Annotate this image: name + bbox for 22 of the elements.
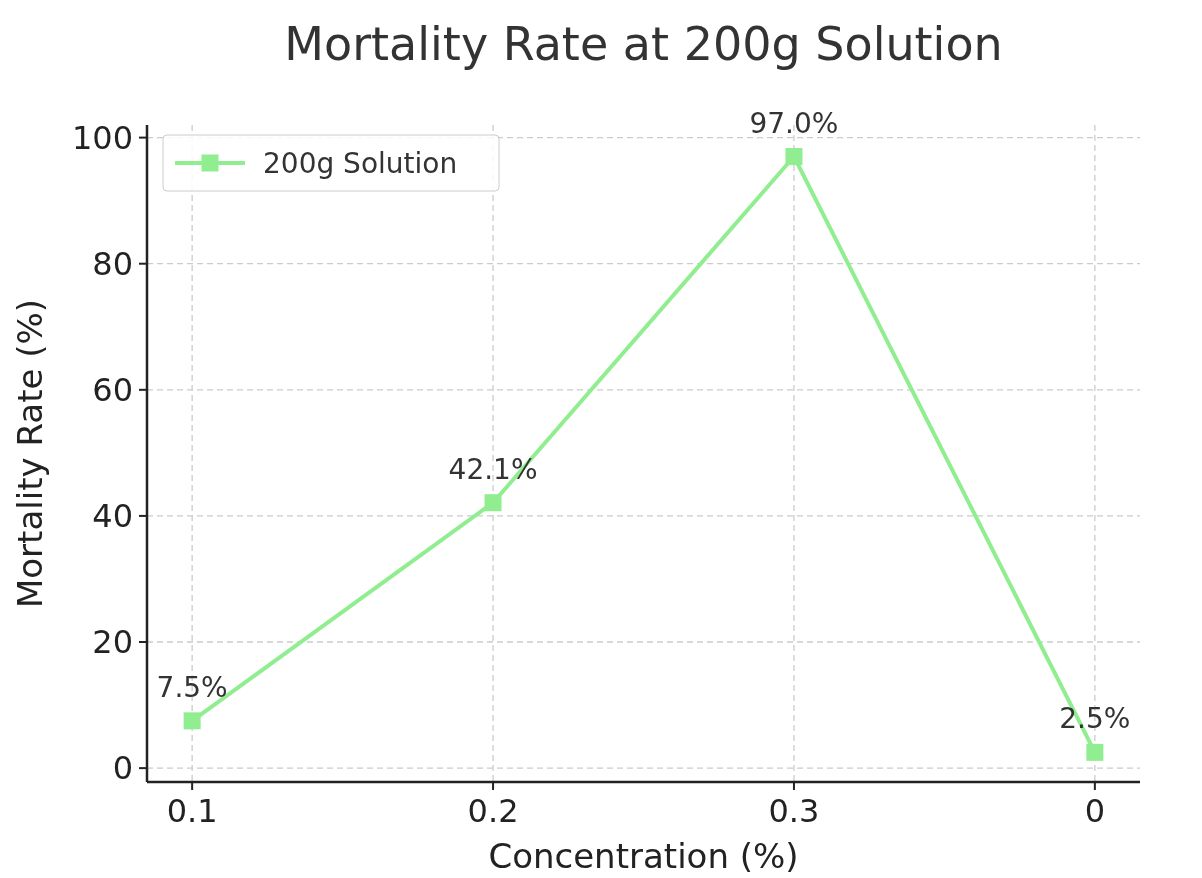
point (484, 494, 502, 512)
y-tick-label: 20 (92, 623, 133, 662)
x-axis-title: Concentration (%) (488, 836, 799, 876)
x-tick-label: 0.1 (166, 792, 218, 830)
y-tick-label: 100 (71, 118, 133, 157)
y-tick-label: 0 (112, 749, 133, 788)
y-tick-label: 40 (92, 497, 133, 536)
point (785, 148, 803, 166)
x-tick-label: 0 (1084, 792, 1106, 830)
data-label: 2.5% (1059, 702, 1131, 736)
y-tick-label: 60 (92, 371, 133, 410)
legend-label: 200g Solution (263, 146, 458, 180)
data-label: 7.5% (156, 670, 228, 704)
point (183, 712, 201, 730)
x-tick-label: 0.2 (467, 792, 519, 830)
data-label: 97.0% (749, 106, 839, 140)
data-label: 42.1% (448, 452, 538, 486)
y-axis-title: Mortality Rate (%) (10, 298, 50, 609)
x-tick-label: 0.3 (768, 792, 820, 830)
chart-title: Mortality Rate at 200g Solution (284, 17, 1003, 71)
point (1086, 743, 1104, 761)
y-tick-label: 80 (92, 244, 133, 283)
